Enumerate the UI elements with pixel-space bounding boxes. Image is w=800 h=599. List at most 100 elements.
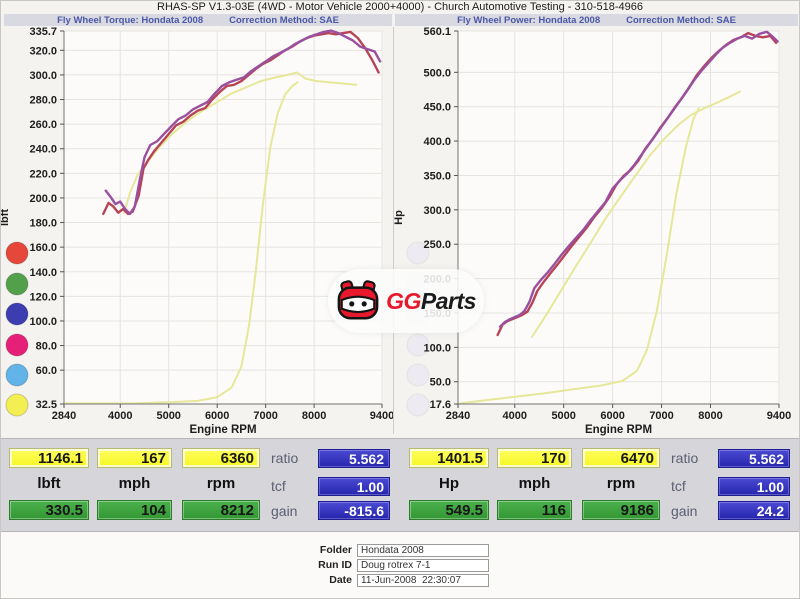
torque-chart-title: Fly Wheel Torque: Hondata 2008 [57,14,204,26]
torque-y-tick-label: 220.0 [29,168,57,180]
tcf-label: tcf [271,478,286,494]
power-readout-table: 1401.5 170 6470 Hp mph rpm 549.5 116 918… [401,439,799,533]
power-unit-label: Hp [439,475,459,492]
legend-dot-yellow [5,393,29,417]
power-cursor1-value: 1401.5 [409,448,489,468]
torque-x-tick-label: 4000 [108,410,132,422]
torque-x-tick-label: 9400 [370,410,394,422]
torque-y-tick-label: 32.5 [36,399,57,411]
date-label: Date [329,574,352,586]
ratio-label: ratio [271,450,299,466]
legend-dot-green [5,272,29,296]
torque-y-tick-label: 240.0 [29,144,57,156]
gain-label: gain [671,503,698,519]
torque-unit-label: lbft [37,475,61,492]
report-footer: Folder Hondata 2008 Run ID Doug rotrex 7… [1,532,799,598]
ghost-legend-dot-red [406,241,430,265]
torque-curve-run1 [102,30,380,216]
torque-y-tick-label: 335.7 [29,26,57,38]
legend-dot-navy [5,302,29,326]
date-field[interactable]: 11-Jun-2008 22:30:07 [357,574,489,587]
torque-y-tick-label: 120.0 [29,291,57,303]
legend-dot-sky-blue [5,363,29,387]
power-chart-header: Fly Wheel Power: Hondata 2008 Correction… [395,14,798,26]
torque-x-tick-label: 5000 [156,410,180,422]
ratio-label: ratio [671,450,699,466]
power-y-tick-label: 500.0 [423,67,451,79]
ratio-value: 5.562 [718,449,790,468]
ggparts-mascot-icon [337,280,379,320]
power-y-tick-label: 450.0 [423,102,451,114]
power-y-axis-title: Hp [393,210,405,225]
power-y-tick-label: 300.0 [423,205,451,217]
torque-x-tick-label: 2840 [52,410,76,422]
ratio-value: 5.562 [318,449,390,468]
readout-tables: 1146.1 167 6360 lbft mph rpm 330.5 104 8… [1,438,799,533]
torque-y-tick-label: 140.0 [29,267,57,279]
torque-cursor1-value: 1146.1 [9,448,89,468]
torque-x-tick-label: 8000 [302,410,326,422]
watermark-brand: GGParts [386,287,476,314]
torque-y-tick-label: 300.0 [29,70,57,82]
torque-cursor2-value: 330.5 [9,500,89,520]
rpm-cursor2-value: 8212 [182,500,260,520]
speed-cursor2-value: 104 [97,500,172,520]
run-id-field[interactable]: Doug rotrex 7-1 [357,559,489,572]
torque-y-axis-title: lbft [1,209,11,226]
torque-curve-run2 [104,29,382,216]
torque-y-tick-label: 100.0 [29,316,57,328]
rpm-cursor2-value: 9186 [582,500,660,520]
power-x-tick-label: 4000 [503,410,527,422]
speed-cursor1-value: 167 [97,448,172,468]
tcf-value: 1.00 [318,477,390,496]
power-x-axis-title: Engine RPM [585,424,652,436]
tcf-label: tcf [671,478,686,494]
power-x-tick-label: 6000 [600,410,624,422]
speed-cursor2-value: 116 [497,500,572,520]
power-x-tick-label: 5000 [551,410,575,422]
ghost-legend-dot-yellow [406,393,430,417]
ggparts-watermark: GGParts [328,269,484,333]
torque-x-tick-label: 7000 [253,410,277,422]
power-chart-title: Fly Wheel Power: Hondata 2008 [457,14,601,26]
torque-y-tick-label: 160.0 [29,242,57,254]
torque-x-axis-title: Engine RPM [189,424,256,436]
gain-label: gain [271,503,298,519]
speed-unit-label: mph [518,475,551,492]
legend-dot-magenta [5,333,29,357]
power-x-tick-label: 7000 [649,410,673,422]
torque-plot-area [63,30,383,405]
torque-chart-header: Fly Wheel Torque: Hondata 2008 Correctio… [4,14,392,26]
ghost-legend-dot-magenta [406,333,430,357]
folder-field[interactable]: Hondata 2008 [357,544,489,557]
torque-y-tick-label: 280.0 [29,95,57,107]
tcf-value: 1.00 [718,477,790,496]
speed-unit-label: mph [118,475,151,492]
power-y-tick-label: 17.6 [430,399,451,411]
power-y-tick-label: 560.1 [423,26,451,38]
power-curve-run2 [498,30,779,328]
torque-y-tick-label: 80.0 [36,341,57,353]
rpm-unit-label: rpm [606,475,636,492]
rpm-cursor1-value: 6470 [582,448,660,468]
speed-cursor1-value: 170 [497,448,572,468]
run-id-label: Run ID [318,559,352,571]
power-x-tick-label: 9400 [767,410,791,422]
rpm-cursor1-value: 6360 [182,448,260,468]
torque-y-tick-label: 200.0 [29,193,57,205]
torque-correction-method: Correction Method: SAE [229,14,339,26]
torque-readout-table: 1146.1 167 6360 lbft mph rpm 330.5 104 8… [1,439,401,533]
power-y-tick-label: 100.0 [423,342,451,354]
report-title: RHAS-SP V1.3-03E (4WD - Motor Vehicle 20… [157,1,643,13]
power-x-tick-label: 2840 [446,410,470,422]
power-y-tick-label: 250.0 [423,239,451,251]
ghost-legend-dot-sky-blue [406,363,430,387]
power-y-tick-label: 350.0 [423,170,451,182]
gain-value: 24.2 [718,501,790,520]
power-cursor2-value: 549.5 [409,500,489,520]
torque-y-tick-label: 260.0 [29,119,57,131]
folder-label: Folder [319,544,352,556]
power-y-tick-label: 400.0 [423,136,451,148]
power-roller-trace-upper [530,90,741,338]
